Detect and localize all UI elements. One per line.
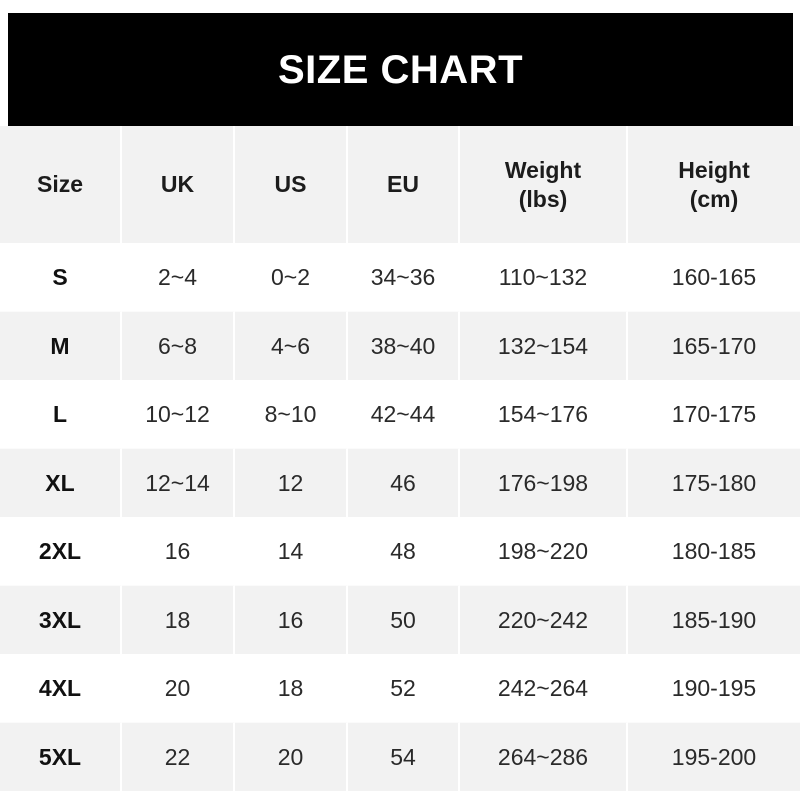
table-row: 3XL 18 16 50 220~242 185-190 <box>0 586 800 654</box>
size-table-container: Size UK US EU Weight (lbs) <box>0 126 800 791</box>
cell-us: 4~6 <box>235 312 348 380</box>
column-header-uk: UK <box>122 126 235 243</box>
cell-us: 18 <box>235 654 348 723</box>
size-table-body: S 2~4 0~2 34~36 110~132 160-165 M 6~8 4~… <box>0 243 800 791</box>
table-row: S 2~4 0~2 34~36 110~132 160-165 <box>0 243 800 312</box>
cell-weight: 176~198 <box>460 449 628 517</box>
table-row: XL 12~14 12 46 176~198 175-180 <box>0 449 800 517</box>
cell-height: 190-195 <box>628 654 800 723</box>
column-header-uk-label: UK <box>160 171 195 198</box>
column-header-size-label: Size <box>36 171 84 198</box>
column-header-height-unit: (cm) <box>689 185 739 212</box>
cell-height: 195-200 <box>628 723 800 791</box>
cell-us: 0~2 <box>235 243 348 312</box>
cell-weight: 154~176 <box>460 380 628 449</box>
cell-height: 175-180 <box>628 449 800 517</box>
cell-uk: 12~14 <box>122 449 235 517</box>
cell-size: XL <box>0 449 122 517</box>
cell-weight: 242~264 <box>460 654 628 723</box>
column-header-weight-unit: (lbs) <box>518 185 568 212</box>
cell-size: 5XL <box>0 723 122 791</box>
cell-us: 14 <box>235 517 348 586</box>
column-header-eu-label: EU <box>387 171 419 198</box>
column-header-weight-label: Weight <box>504 156 582 183</box>
cell-uk: 6~8 <box>122 312 235 380</box>
cell-height: 160-165 <box>628 243 800 312</box>
column-header-eu: EU <box>348 126 460 243</box>
cell-size: L <box>0 380 122 449</box>
cell-size: M <box>0 312 122 380</box>
cell-eu: 52 <box>348 654 460 723</box>
table-row: 2XL 16 14 48 198~220 180-185 <box>0 517 800 586</box>
column-header-size: Size <box>0 126 122 243</box>
size-chart-banner: SIZE CHART <box>8 13 793 126</box>
page-title: SIZE CHART <box>278 47 523 92</box>
table-row: 5XL 22 20 54 264~286 195-200 <box>0 723 800 791</box>
size-table: Size UK US EU Weight (lbs) <box>0 126 800 791</box>
table-row: 4XL 20 18 52 242~264 190-195 <box>0 654 800 723</box>
column-header-height-label: Height <box>678 156 750 183</box>
cell-size: 2XL <box>0 517 122 586</box>
cell-eu: 48 <box>348 517 460 586</box>
column-header-height: Height (cm) <box>628 126 800 243</box>
cell-us: 16 <box>235 586 348 654</box>
column-header-us-label: US <box>274 171 307 198</box>
cell-weight: 264~286 <box>460 723 628 791</box>
cell-us: 12 <box>235 449 348 517</box>
cell-height: 165-170 <box>628 312 800 380</box>
cell-height: 185-190 <box>628 586 800 654</box>
column-header-us: US <box>235 126 348 243</box>
cell-weight: 110~132 <box>460 243 628 312</box>
cell-uk: 16 <box>122 517 235 586</box>
cell-uk: 22 <box>122 723 235 791</box>
cell-eu: 46 <box>348 449 460 517</box>
cell-weight: 132~154 <box>460 312 628 380</box>
cell-us: 20 <box>235 723 348 791</box>
cell-size: S <box>0 243 122 312</box>
cell-weight: 198~220 <box>460 517 628 586</box>
cell-weight: 220~242 <box>460 586 628 654</box>
cell-us: 8~10 <box>235 380 348 449</box>
cell-height: 170-175 <box>628 380 800 449</box>
cell-size: 3XL <box>0 586 122 654</box>
table-row: L 10~12 8~10 42~44 154~176 170-175 <box>0 380 800 449</box>
column-header-weight: Weight (lbs) <box>460 126 628 243</box>
table-header-row: Size UK US EU Weight (lbs) <box>0 126 800 243</box>
cell-size: 4XL <box>0 654 122 723</box>
cell-eu: 50 <box>348 586 460 654</box>
cell-eu: 42~44 <box>348 380 460 449</box>
cell-uk: 18 <box>122 586 235 654</box>
size-table-header: Size UK US EU Weight (lbs) <box>0 126 800 243</box>
cell-eu: 34~36 <box>348 243 460 312</box>
cell-height: 180-185 <box>628 517 800 586</box>
cell-uk: 10~12 <box>122 380 235 449</box>
cell-uk: 2~4 <box>122 243 235 312</box>
cell-eu: 38~40 <box>348 312 460 380</box>
cell-eu: 54 <box>348 723 460 791</box>
cell-uk: 20 <box>122 654 235 723</box>
table-row: M 6~8 4~6 38~40 132~154 165-170 <box>0 312 800 380</box>
